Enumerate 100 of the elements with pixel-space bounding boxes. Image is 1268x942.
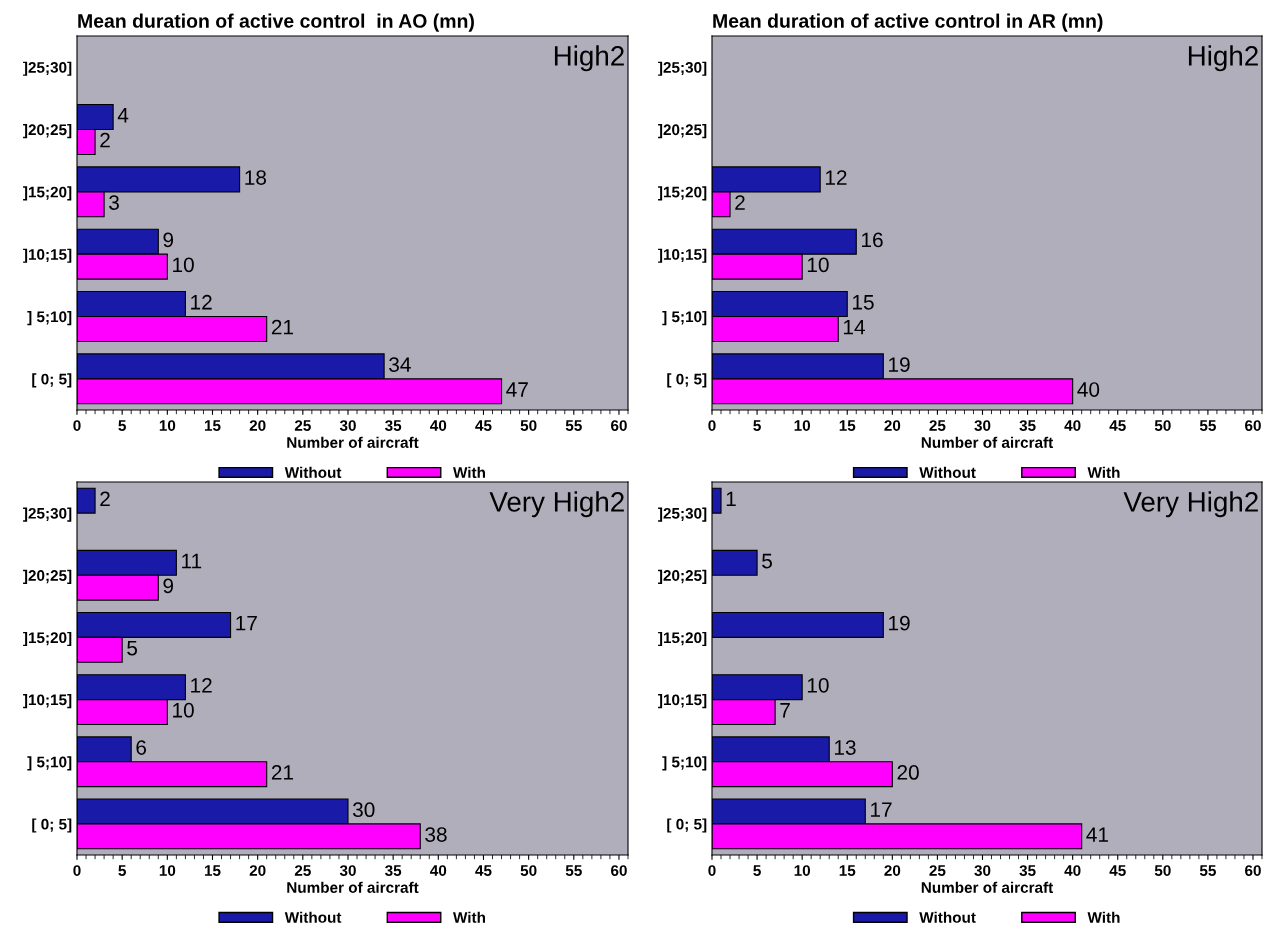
data-label: 18 <box>245 170 267 185</box>
x-tick-label: 15 <box>839 865 856 876</box>
x-tick-label: 60 <box>611 420 627 431</box>
x-tick-label: 55 <box>565 420 582 431</box>
data-label: 47 <box>506 382 528 397</box>
x-tick-label: 0 <box>708 420 716 431</box>
x-tick-label: 50 <box>520 420 537 431</box>
x-tick-label: 40 <box>1064 865 1081 876</box>
y-tick-label: ]15;20] <box>658 631 707 647</box>
y-tick-label: ]15;20] <box>23 631 72 647</box>
legend-label: With <box>453 466 485 478</box>
x-tick-label: 0 <box>708 865 716 876</box>
x-tick-label: 30 <box>974 865 991 876</box>
x-tick-label: 5 <box>118 420 126 431</box>
x-tick-label: 35 <box>385 865 402 876</box>
data-label: 41 <box>1086 827 1108 842</box>
data-label: 10 <box>173 702 194 718</box>
legend-label: With <box>1087 466 1120 478</box>
x-tick-label: 25 <box>294 420 311 431</box>
legend-label: Without <box>284 911 342 923</box>
data-label: 2 <box>735 195 745 210</box>
x-tick-label: 5 <box>118 865 126 876</box>
data-label: 6 <box>136 740 147 755</box>
y-tick-label: [ 0; 5] <box>32 818 72 833</box>
data-label: 1 <box>726 491 736 507</box>
annotation: Very High2 <box>489 491 624 518</box>
y-tick-label: ] 5;10] <box>662 756 707 771</box>
data-label: 13 <box>834 740 856 755</box>
x-tick-label: 25 <box>294 865 311 876</box>
legend-label: Without <box>919 911 976 923</box>
chart-title: Mean duration of active control in AR (mn) <box>713 13 1103 32</box>
y-tick-label: ]20;25] <box>23 123 72 139</box>
x-tick-label: 35 <box>385 420 402 431</box>
x-tick-label: 30 <box>339 865 356 876</box>
annotation: High2 <box>554 45 624 72</box>
y-tick-label: ]10;15] <box>658 248 707 263</box>
annotation: Very High2 <box>1123 491 1258 518</box>
y-tick-label: ] 5;10] <box>27 310 72 326</box>
x-axis-title: Number of aircraft <box>921 881 1054 893</box>
legend-label: Without <box>284 466 342 478</box>
data-label: 19 <box>889 615 910 631</box>
y-tick-label: ]10;15] <box>23 694 72 709</box>
y-tick-label: ]15;20] <box>658 186 707 201</box>
data-label: 5 <box>762 553 772 569</box>
x-tick-label: 30 <box>974 420 991 431</box>
x-tick-label: 45 <box>475 865 492 876</box>
x-tick-label: 5 <box>753 865 761 876</box>
y-tick-label: ] 5;10] <box>27 756 72 771</box>
y-tick-label: ]20;25] <box>658 123 707 139</box>
y-tick-label: ]25;30] <box>658 61 707 76</box>
x-tick-label: 60 <box>1245 865 1261 876</box>
data-label: 19 <box>889 357 910 372</box>
x-tick-label: 60 <box>1245 420 1261 431</box>
x-tick-label: 15 <box>204 865 221 876</box>
x-tick-label: 40 <box>430 420 447 431</box>
legend-label: Without <box>919 466 976 478</box>
data-label: 15 <box>853 295 874 310</box>
x-axis-title: Number of aircraft <box>921 436 1054 448</box>
x-tick-label: 10 <box>794 865 811 876</box>
data-label: 10 <box>807 257 829 273</box>
y-tick-label: ]25;30] <box>658 507 707 522</box>
data-label: 7 <box>780 703 790 718</box>
data-label: 12 <box>191 677 212 693</box>
y-tick-label: [ 0; 5] <box>667 818 707 833</box>
x-tick-label: 15 <box>204 420 221 431</box>
y-tick-label: ]25;30] <box>23 507 72 522</box>
data-label: 5 <box>127 640 138 656</box>
data-label: 38 <box>425 827 447 842</box>
x-tick-label: 10 <box>794 420 811 431</box>
data-label: 4 <box>117 108 129 123</box>
data-label: 21 <box>271 765 294 780</box>
x-tick-label: 0 <box>73 420 81 431</box>
data-label: 14 <box>843 320 865 335</box>
data-label: 21 <box>271 319 294 335</box>
x-tick-label: 55 <box>1199 865 1216 876</box>
x-axis-title: Number of aircraft <box>287 436 419 448</box>
legend-label: With <box>1087 911 1120 923</box>
y-tick-label: ]15;20] <box>23 186 72 201</box>
data-label: 17 <box>871 802 892 817</box>
x-tick-label: 45 <box>475 420 492 431</box>
x-tick-label: 55 <box>565 865 582 876</box>
x-tick-label: 45 <box>1109 420 1126 431</box>
data-label: 11 <box>182 553 202 569</box>
data-label: 9 <box>163 232 174 248</box>
y-tick-label: ] 5;10] <box>662 310 707 326</box>
x-tick-label: 50 <box>520 865 537 876</box>
x-tick-label: 20 <box>884 420 901 431</box>
x-tick-label: 30 <box>339 420 356 431</box>
chart-title: Mean duration of active control in AO (mn) <box>78 13 474 32</box>
y-tick-label: ]20;25] <box>23 569 72 584</box>
x-tick-label: 20 <box>884 865 901 876</box>
x-tick-label: 40 <box>430 865 447 876</box>
data-label: 10 <box>173 257 194 273</box>
x-tick-label: 25 <box>929 865 946 876</box>
x-tick-label: 55 <box>1199 420 1216 431</box>
y-tick-label: ]10;15] <box>23 248 72 263</box>
x-tick-label: 40 <box>1064 420 1081 431</box>
y-tick-label: [ 0; 5] <box>667 373 707 388</box>
data-label: 20 <box>897 765 919 780</box>
data-label: 12 <box>825 170 847 185</box>
